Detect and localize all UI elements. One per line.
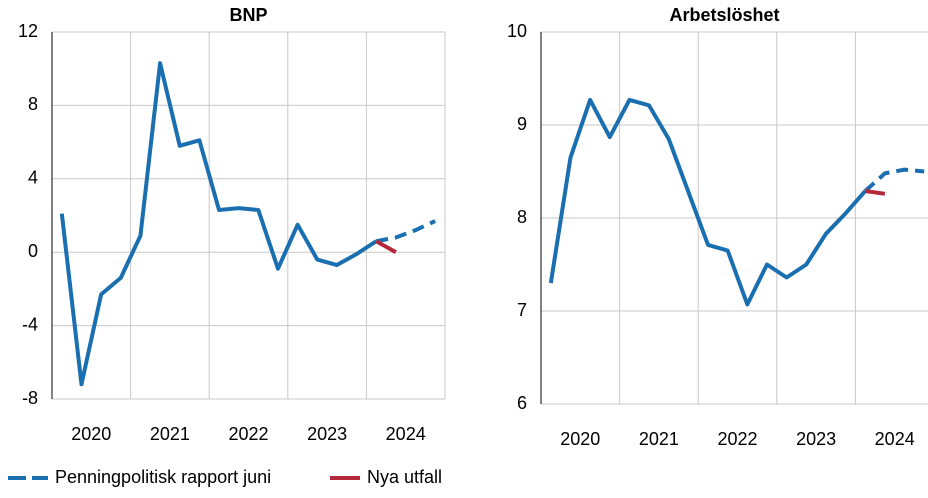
x-tick-label: 2020 [560, 429, 600, 449]
line [864, 189, 886, 196]
y-tick-label: -4 [22, 314, 38, 334]
forecast-line [863, 167, 925, 193]
y-tick-label: 10 [507, 21, 527, 41]
y-tick-label: 7 [517, 300, 527, 320]
x-tick-label: 2023 [796, 429, 836, 449]
y-tick-label: 6 [517, 393, 527, 413]
x-tick-label: 2022 [717, 429, 757, 449]
x-tick-label: 2023 [307, 424, 347, 444]
x-tick-label: 2020 [71, 424, 111, 444]
line [59, 61, 378, 387]
x-tick-label: 2022 [228, 424, 268, 444]
line [375, 239, 397, 254]
y-tick-label: 12 [18, 21, 38, 41]
x-tick-label: 2021 [150, 424, 190, 444]
y-tick-label: 0 [28, 241, 38, 261]
x-tick-label: 2024 [875, 429, 915, 449]
legend-label: Nya utfall [367, 467, 442, 487]
x-tick-label: 2024 [386, 424, 426, 444]
forecast-line [375, 219, 437, 244]
chart-title: BNP [229, 5, 267, 25]
legend-label: Penningpolitisk rapport juni [55, 467, 271, 487]
line [548, 97, 867, 307]
y-tick-label: 4 [28, 168, 38, 188]
y-tick-label: 8 [28, 94, 38, 114]
y-tick-label: 9 [517, 114, 527, 134]
y-tick-label: -8 [22, 388, 38, 408]
y-tick-label: 8 [517, 207, 527, 227]
chart-title: Arbetslöshet [669, 5, 779, 25]
x-tick-label: 2021 [639, 429, 679, 449]
